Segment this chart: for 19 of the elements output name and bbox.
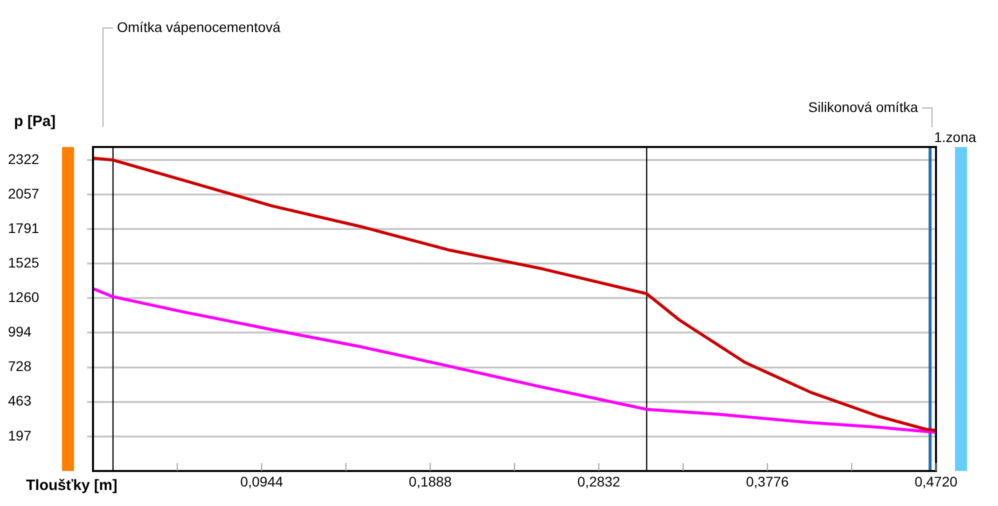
- y-tick-label: 197: [8, 427, 32, 444]
- x-tick-label: 0,1888: [408, 473, 452, 490]
- y-tick-label: 2057: [8, 185, 40, 202]
- y-tick-label: 1525: [8, 254, 40, 271]
- y-tick-label: 463: [8, 392, 32, 409]
- text: Omítka vápenocementová: [117, 18, 281, 35]
- y-axis-title: p [Pa]: [14, 113, 56, 130]
- y-tick-label: 728: [8, 358, 32, 374]
- x-tick-label: 0,0944: [240, 473, 284, 490]
- x-axis-title: Tloušťky [m]: [26, 477, 118, 494]
- x-tick-label: 0,4720: [914, 473, 958, 490]
- x-tick-label: 0,2832: [577, 473, 620, 490]
- text: Silikonová omítka: [808, 98, 918, 115]
- ref-line-label: 1.zona: [934, 128, 976, 145]
- y-tick-label: 1260: [8, 289, 40, 305]
- y-tick-label: 2322: [8, 150, 40, 167]
- y-tick-label: 994: [8, 324, 32, 340]
- y-tick-label: 1791: [8, 220, 40, 236]
- x-tick-label: 0,3776: [746, 473, 790, 490]
